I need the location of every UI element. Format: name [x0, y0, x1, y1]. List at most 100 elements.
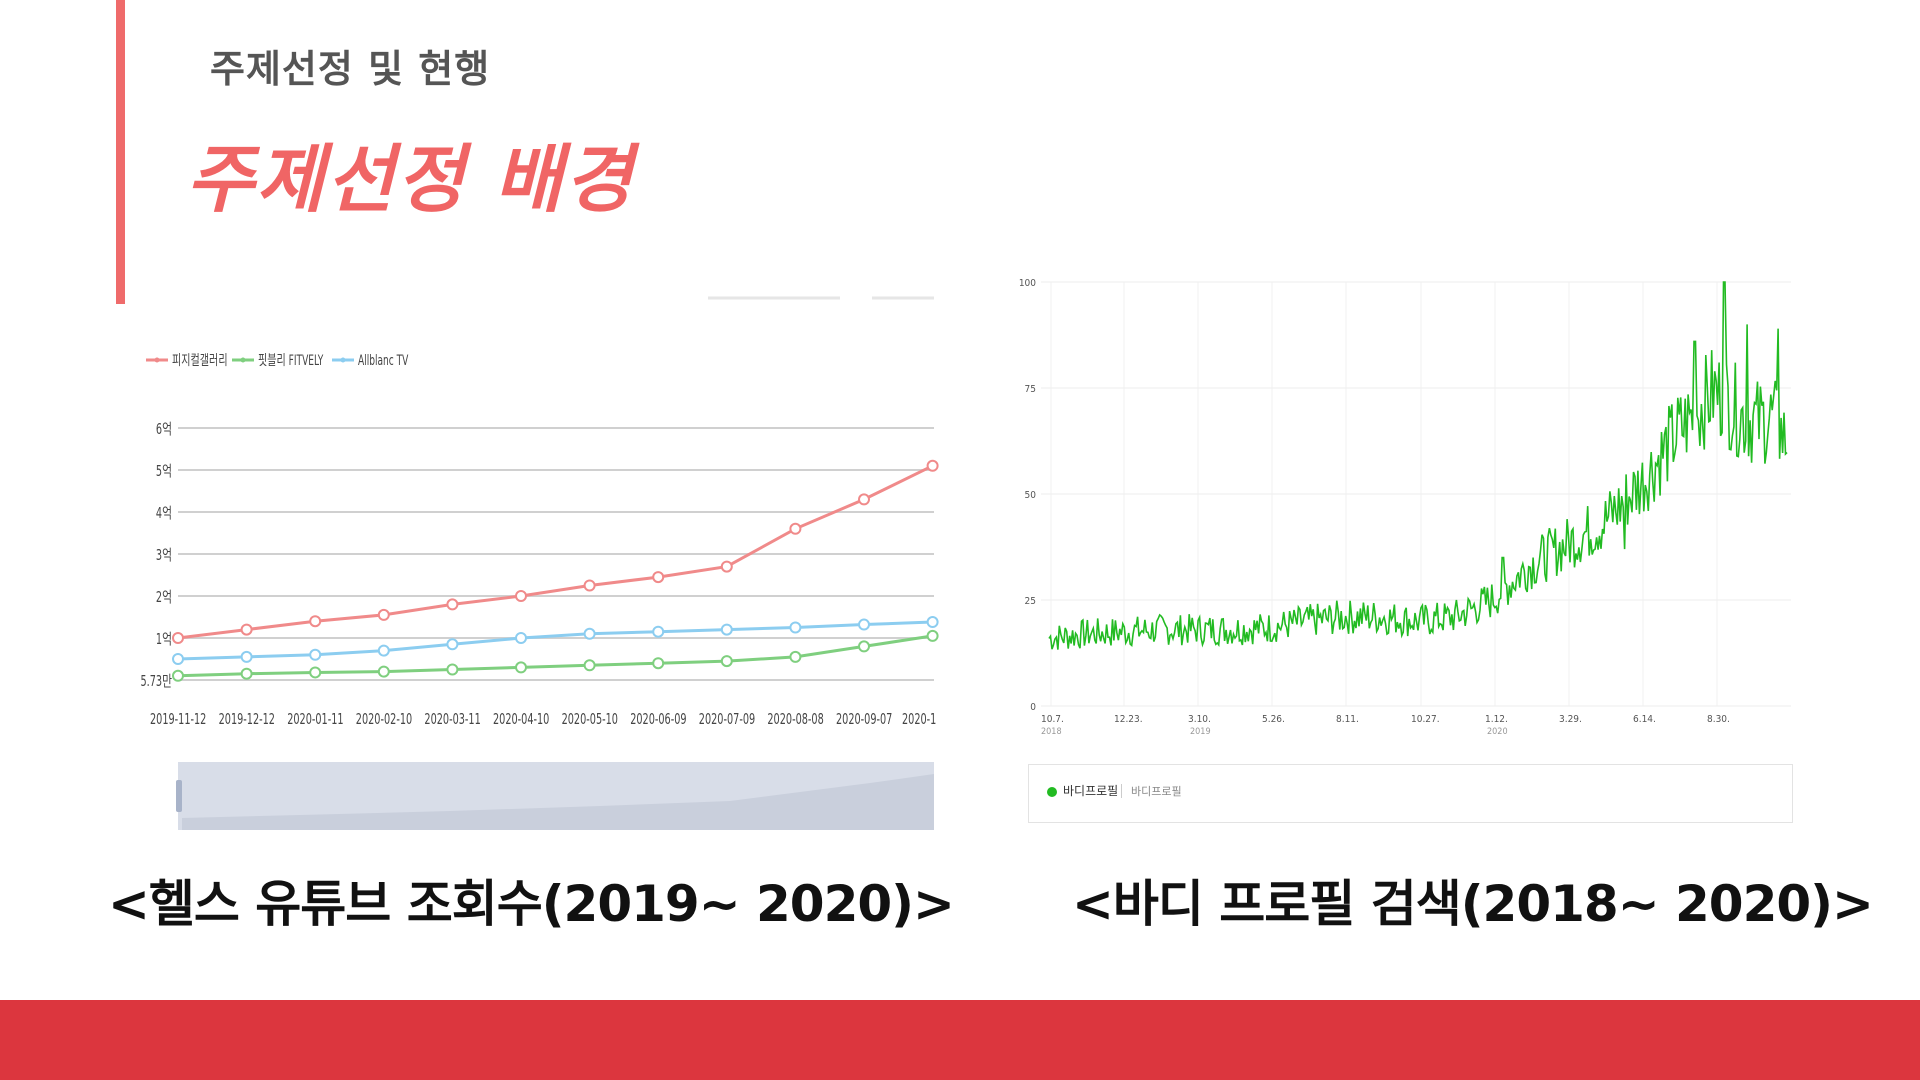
- data-point: [446, 598, 459, 611]
- series-legend-label: 바디프로필: [1063, 784, 1119, 798]
- data-point: [652, 625, 665, 638]
- charts-canvas: 피지컬갤러리 핏블리 FITVELY Allblanc TV 5.73만 1억 2억 3억…: [140, 278, 1791, 830]
- data-point: [309, 648, 322, 661]
- x-tick-label: 2019-11-12: [150, 711, 206, 728]
- left-chart-caption: <헬스 유튜브 조회수(2019~ 2020)>: [108, 875, 955, 933]
- data-point: [789, 650, 802, 663]
- navigator-preview: [182, 774, 934, 830]
- x-tick-labels: 10.7. 12.23. 3.10. 5.26. 8.11. 10.27. 1.12. 3.2…: [1041, 714, 1730, 737]
- x-tick-label: 8.30.: [1707, 714, 1730, 725]
- x-tick-label: 2020-04-10: [493, 711, 549, 728]
- x-tick-label: 2020-09-07: [836, 711, 892, 728]
- y-tick-label: 100: [1019, 278, 1036, 289]
- youtube-views-chart: 피지컬갤러리 핏블리 FITVELY Allblanc TV 5.73만 1억 2억 3억…: [140, 296, 939, 830]
- data-point: [789, 522, 802, 535]
- y-gridlines: [178, 427, 934, 681]
- y-tick-label: 6억: [156, 421, 172, 438]
- data-point: [377, 665, 390, 678]
- navigator-handle[interactable]: [176, 780, 182, 812]
- footer-bar: [0, 1000, 1920, 1080]
- trend-line: [1048, 281, 1788, 650]
- data-point: [515, 590, 527, 602]
- y-tick-label: 25: [1025, 596, 1036, 607]
- x-tick-label: 3.29.: [1559, 714, 1582, 725]
- series-line: [177, 620, 933, 661]
- legend-label: Allblanc TV: [358, 352, 409, 368]
- data-point: [652, 571, 665, 584]
- data-point: [583, 579, 596, 592]
- y-tick-labels: 5.73만 1억 2억 3억 4억 5억 6억: [140, 421, 172, 690]
- x-tick-label: 2020-07-09: [699, 711, 755, 728]
- legend-marker: [340, 357, 346, 363]
- x-tick-labels: 2019-11-12 2019-12-12 2020-01-11 2020-02-10…: [150, 711, 936, 728]
- x-tick-label: 5.26.: [1262, 714, 1285, 725]
- data-point: [858, 640, 870, 653]
- y-tick-label: 0: [1030, 702, 1036, 713]
- section-subtitle: 주제선정 및 현행: [210, 47, 491, 91]
- x-tick-label: 2020-03-11: [424, 711, 480, 728]
- y-tick-labels: 0 25 50 75 100: [1019, 278, 1036, 713]
- right-chart-caption: <바디 프로필 검색(2018~ 2020)>: [1072, 875, 1874, 933]
- data-point: [720, 560, 733, 573]
- x-tick-label: 6.14.: [1633, 714, 1656, 725]
- year-label: 2019: [1190, 727, 1211, 737]
- data-point: [789, 621, 802, 634]
- year-label: 2018: [1041, 727, 1062, 737]
- series-line: [177, 634, 933, 678]
- data-point: [926, 616, 939, 629]
- chart-legend: 피지컬갤러리 핏블리 FITVELY Allblanc TV: [146, 352, 409, 368]
- data-point: [309, 615, 322, 628]
- data-point: [446, 638, 459, 651]
- x-tick-label: 2020-08-08: [767, 711, 823, 728]
- y-tick-label: 5.73만: [140, 673, 172, 690]
- x-tick-label: 10.7.: [1041, 714, 1064, 725]
- series-legend-sublabel: 바디프로필: [1131, 785, 1182, 798]
- data-point: [172, 669, 184, 682]
- x-tick-label: 3.10.: [1188, 714, 1211, 725]
- search-legend: 바디프로필 바디프로필: [1028, 764, 1793, 823]
- legend-divider: [1121, 784, 1122, 798]
- data-point: [240, 623, 253, 636]
- data-point: [172, 653, 184, 665]
- data-point: [240, 650, 253, 663]
- data-point: [583, 659, 596, 672]
- y-tick-label: 1억: [156, 631, 172, 648]
- series-color-dot: [1047, 787, 1057, 797]
- data-point: [240, 667, 253, 680]
- y-tick-label: 2억: [156, 589, 172, 606]
- page-title: 주제선정 배경: [186, 137, 635, 223]
- data-point: [515, 632, 527, 644]
- y-tick-label: 4억: [156, 505, 172, 522]
- y-tick-label: 5억: [156, 463, 172, 480]
- legend-label: 핏블리 FITVELY: [258, 352, 323, 368]
- y-tick-label: 75: [1025, 384, 1036, 395]
- x-tick-label: 12.23.: [1114, 714, 1143, 725]
- accent-bar: [116, 0, 125, 304]
- data-point: [858, 618, 870, 631]
- data-point: [926, 629, 939, 642]
- data-point: [858, 493, 870, 506]
- data-point: [515, 661, 527, 674]
- y-tick-label: 3억: [156, 547, 172, 564]
- x-tick-label: 10.27.: [1411, 714, 1440, 725]
- data-point: [446, 663, 459, 676]
- x-tick-label: 2020-1: [902, 711, 936, 728]
- data-point: [377, 608, 390, 621]
- x-tick-label: 1.12.: [1485, 714, 1508, 725]
- data-point: [309, 666, 322, 679]
- data-point: [583, 627, 596, 640]
- data-point: [926, 459, 939, 472]
- x-tick-label: 2020-02-10: [356, 711, 412, 728]
- legend-marker: [240, 357, 246, 363]
- legend-marker: [154, 357, 160, 363]
- series-line: [177, 464, 934, 640]
- data-point: [720, 655, 733, 668]
- x-tick-label: 2020-01-11: [287, 711, 343, 728]
- legend-label: 피지컬갤러리: [172, 352, 228, 368]
- gridlines: [1041, 281, 1791, 707]
- y-tick-label: 50: [1025, 490, 1037, 501]
- x-tick-label: 8.11.: [1336, 714, 1359, 725]
- x-tick-label: 2020-06-09: [630, 711, 686, 728]
- data-point: [652, 657, 665, 670]
